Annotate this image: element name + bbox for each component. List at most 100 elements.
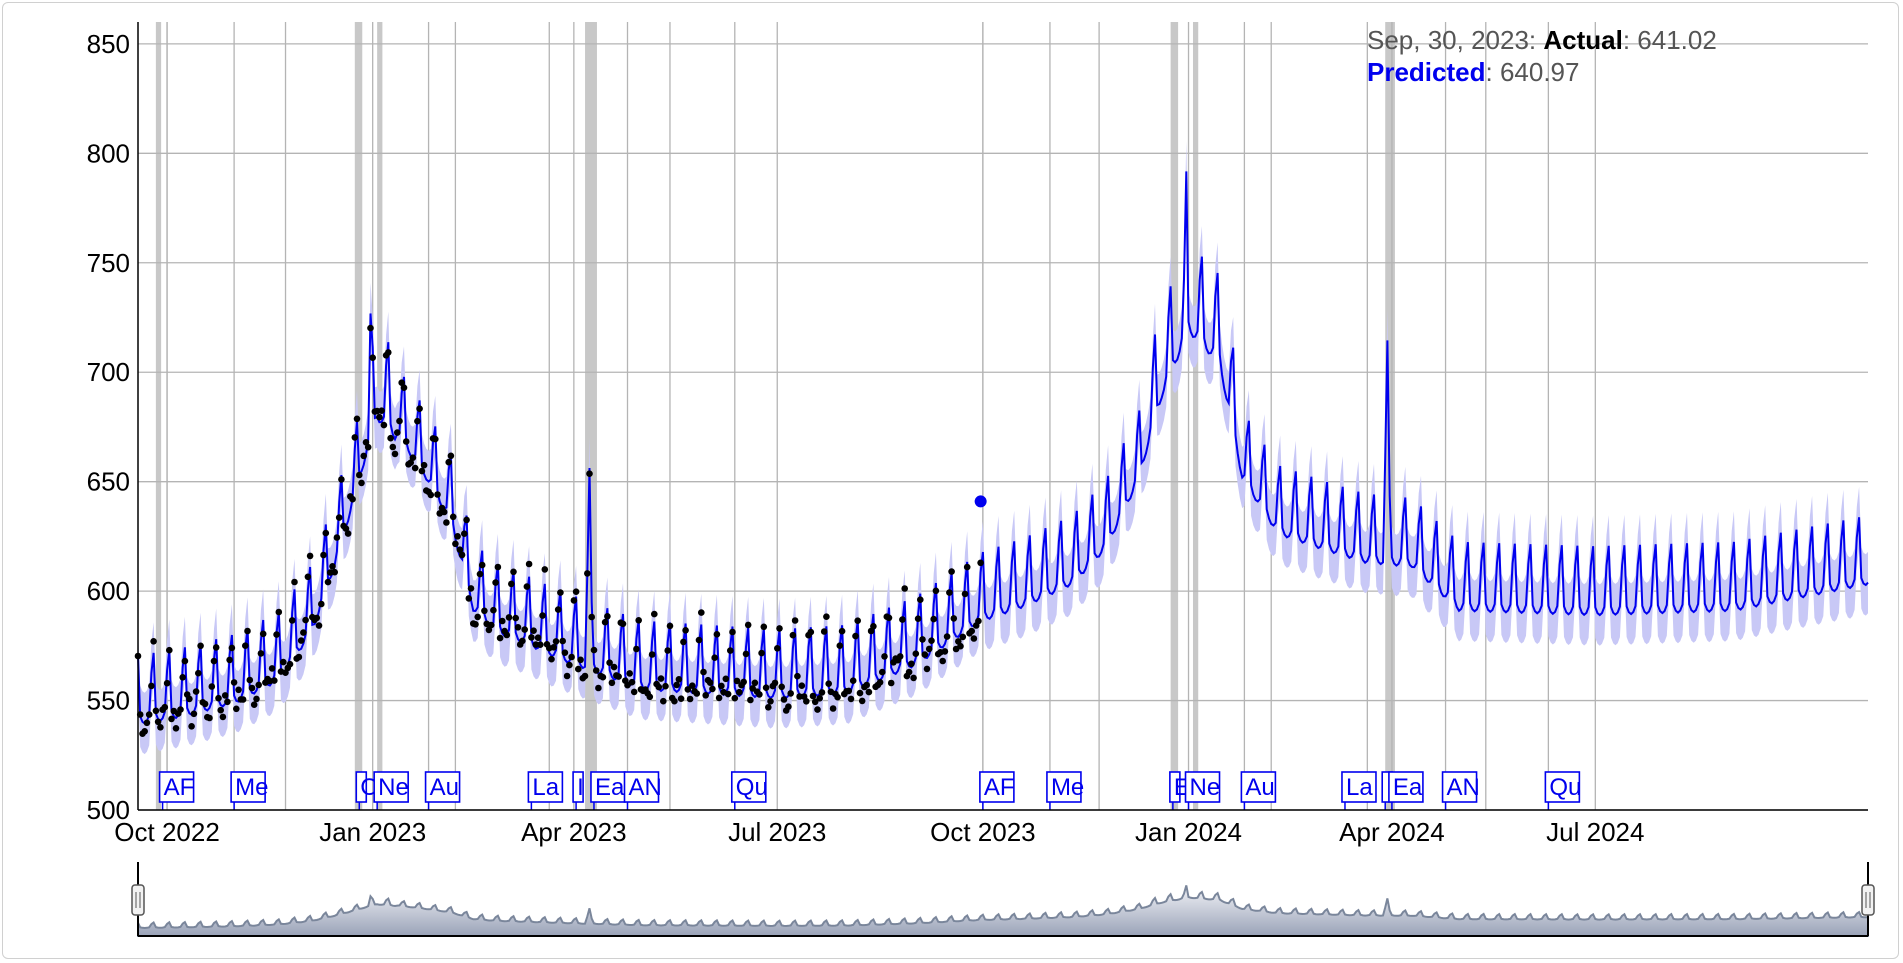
annotation-ea[interactable]: Ea — [1388, 771, 1424, 810]
actual-point — [706, 679, 714, 686]
annotation-ne[interactable]: Ne — [373, 771, 409, 810]
actual-point — [702, 692, 709, 699]
actual-point — [559, 637, 566, 645]
range-handle-right[interactable] — [1861, 884, 1875, 916]
annotation-label: Me — [235, 774, 268, 801]
actual-point — [434, 491, 441, 498]
annotation-box — [230, 771, 266, 803]
actual-point — [899, 616, 906, 623]
selected-point[interactable] — [974, 495, 987, 508]
annotation-ea[interactable]: Ea — [590, 771, 626, 810]
annotation-an[interactable]: AN — [623, 771, 662, 810]
actual-point — [648, 651, 656, 658]
actual-point — [756, 691, 763, 698]
annotation-c[interactable]: C — [355, 771, 378, 810]
actual-point — [950, 615, 958, 622]
predicted-series[interactable] — [137, 171, 1869, 725]
annotation-i[interactable]: I — [572, 771, 584, 810]
actual-point — [601, 618, 609, 626]
actual-point — [566, 661, 573, 669]
actual-point — [664, 647, 671, 654]
predicted-line — [137, 171, 1869, 725]
actual-point — [420, 461, 428, 469]
annotation-label: AN — [1447, 774, 1480, 801]
actual-point — [190, 710, 198, 718]
actual-point — [901, 585, 908, 592]
actual-point — [514, 624, 522, 631]
annotation-la[interactable]: La — [1341, 771, 1377, 810]
actual-point — [595, 684, 602, 692]
annotation-label: I — [577, 774, 584, 801]
actual-point — [523, 583, 531, 590]
readout-actual-label: Actual — [1543, 25, 1623, 55]
annotation-box — [1341, 771, 1377, 803]
actual-point — [152, 707, 160, 715]
holiday-annotations[interactable]: AFMeCNeAuLaIEaANQuAFMeENeAuLaIEaANQu — [158, 771, 1582, 810]
holiday-band — [1385, 22, 1395, 810]
actual-point — [492, 579, 499, 586]
annotation-au[interactable]: Au — [1240, 771, 1277, 810]
actual-point — [161, 703, 169, 711]
actual-point — [876, 679, 884, 686]
actual-point — [550, 644, 557, 651]
annotation-box — [1046, 771, 1082, 803]
actual-point — [411, 464, 419, 472]
actual-point — [711, 654, 718, 661]
actual-point — [655, 683, 663, 691]
actual-point — [534, 634, 542, 641]
y-tick-label: 850 — [87, 29, 130, 59]
actual-point — [606, 659, 613, 666]
actual-point — [572, 588, 580, 595]
actual-point — [879, 668, 886, 676]
actual-point — [472, 621, 479, 628]
actual-point — [474, 613, 482, 621]
actual-point — [765, 704, 772, 711]
actual-point — [481, 607, 488, 615]
actual-point — [970, 635, 978, 642]
annotation-box — [355, 771, 368, 803]
actual-point — [917, 596, 924, 603]
actual-point — [943, 633, 951, 640]
actual-point — [505, 614, 513, 621]
actual-point — [590, 646, 598, 654]
x-tick-label: Jan 2024 — [1135, 817, 1242, 847]
actual-point — [776, 625, 783, 632]
actual-point — [342, 525, 350, 532]
annotation-box — [1169, 771, 1181, 803]
annotation-label: Au — [1245, 774, 1274, 801]
actual-series[interactable] — [134, 324, 984, 737]
actual-point — [628, 678, 636, 686]
annotation-qu[interactable]: Qu — [730, 771, 768, 810]
actual-point — [577, 656, 584, 664]
actual-point — [758, 649, 765, 657]
annotation-qu[interactable]: Qu — [1544, 771, 1581, 810]
x-tick-label: Jul 2024 — [1546, 817, 1644, 847]
annotation-ne[interactable]: Ne — [1184, 771, 1221, 810]
actual-point — [440, 508, 448, 516]
actual-point — [315, 622, 323, 629]
annotation-me[interactable]: Me — [230, 771, 268, 810]
annotation-af[interactable]: AF — [979, 771, 1015, 810]
actual-point — [217, 706, 224, 714]
actual-point — [930, 615, 937, 623]
actual-point — [338, 476, 345, 483]
actual-point — [715, 694, 723, 702]
y-tick-label: 650 — [87, 467, 130, 497]
annotation-me[interactable]: Me — [1046, 771, 1084, 810]
annotation-af[interactable]: AF — [158, 771, 195, 810]
actual-point — [856, 689, 864, 697]
uncertainty-band — [138, 140, 1868, 755]
range-selector[interactable] — [131, 862, 1875, 937]
actual-point — [530, 627, 537, 634]
annotation-la[interactable]: La — [527, 771, 564, 810]
actual-point — [541, 566, 549, 573]
actual-point — [865, 688, 873, 696]
annotation-au[interactable]: Au — [424, 771, 461, 810]
annotation-an[interactable]: AN — [1441, 771, 1480, 810]
actual-point — [968, 627, 975, 635]
actual-point — [210, 657, 218, 665]
annotation-box — [527, 771, 564, 803]
range-handle-left[interactable] — [131, 884, 145, 916]
actual-point — [268, 665, 276, 672]
